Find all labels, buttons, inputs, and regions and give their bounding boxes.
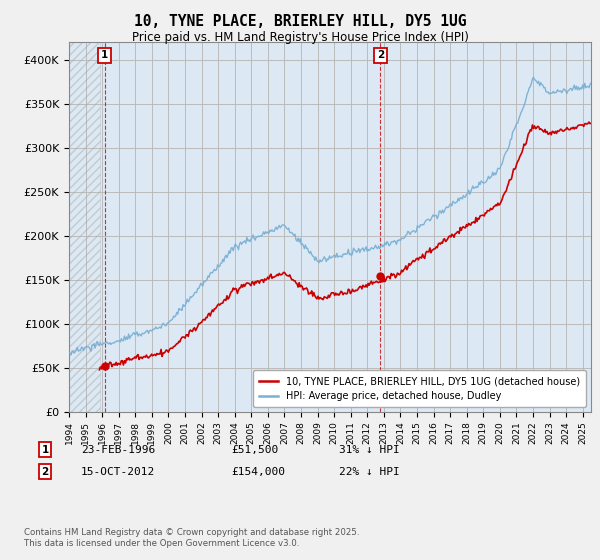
Text: 2: 2 <box>41 466 49 477</box>
Text: Contains HM Land Registry data © Crown copyright and database right 2025.
This d: Contains HM Land Registry data © Crown c… <box>24 528 359 548</box>
Text: 22% ↓ HPI: 22% ↓ HPI <box>339 466 400 477</box>
Text: 1: 1 <box>41 445 49 455</box>
Text: 31% ↓ HPI: 31% ↓ HPI <box>339 445 400 455</box>
Point <box>376 272 385 281</box>
Text: 10, TYNE PLACE, BRIERLEY HILL, DY5 1UG: 10, TYNE PLACE, BRIERLEY HILL, DY5 1UG <box>134 14 466 29</box>
Text: 15-OCT-2012: 15-OCT-2012 <box>81 466 155 477</box>
Point <box>100 362 109 371</box>
Text: £154,000: £154,000 <box>231 466 285 477</box>
Text: Price paid vs. HM Land Registry's House Price Index (HPI): Price paid vs. HM Land Registry's House … <box>131 31 469 44</box>
Text: 2: 2 <box>377 50 384 60</box>
Text: 23-FEB-1996: 23-FEB-1996 <box>81 445 155 455</box>
Text: £51,500: £51,500 <box>231 445 278 455</box>
Text: 1: 1 <box>101 50 108 60</box>
Legend: 10, TYNE PLACE, BRIERLEY HILL, DY5 1UG (detached house), HPI: Average price, det: 10, TYNE PLACE, BRIERLEY HILL, DY5 1UG (… <box>253 370 586 407</box>
